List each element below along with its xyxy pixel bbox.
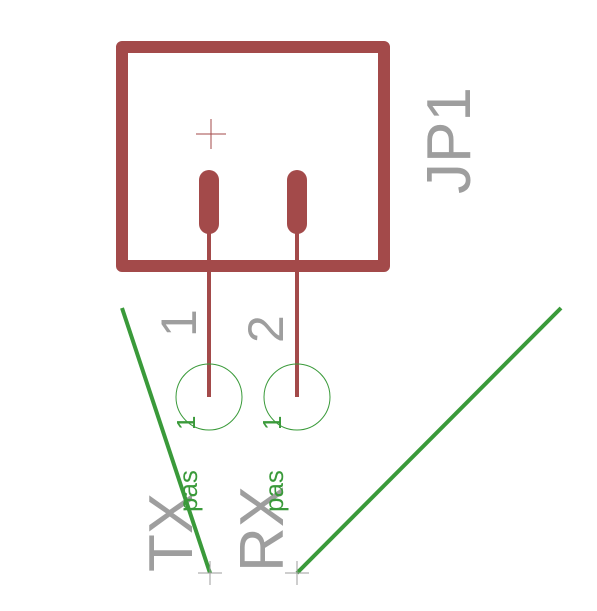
pin-1[interactable]: [175, 170, 243, 431]
pin-2-function: pas: [259, 470, 289, 512]
pin-2-number: 2: [238, 315, 294, 343]
wire-tx[interactable]: [120, 307, 212, 574]
pin-2[interactable]: [263, 170, 331, 431]
part-designator: JP1: [415, 87, 484, 194]
rx-label-origin-icon: [285, 561, 309, 585]
pin-2-connection-point[interactable]: [263, 363, 331, 431]
net-label-rx: RX: [228, 486, 297, 572]
pin-2-swap-level: 1: [257, 416, 287, 430]
wire-rx[interactable]: [295, 306, 563, 575]
origin-cross-icon: [196, 119, 226, 149]
pin-1-connection-point[interactable]: [175, 363, 243, 431]
connector-body[interactable]: [116, 41, 390, 272]
tx-label-origin-icon: [198, 561, 222, 585]
pin-1-swap-level: 1: [171, 416, 201, 430]
pin-1-number: 1: [151, 309, 207, 337]
